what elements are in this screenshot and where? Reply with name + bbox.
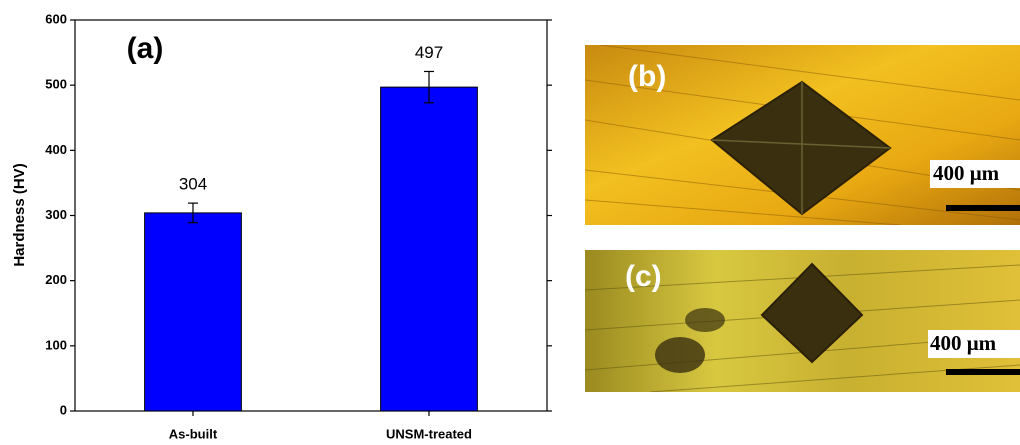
y-tick-label: 100: [45, 337, 67, 352]
error-bar: [188, 202, 198, 224]
scale-bar-label: 400 μm: [930, 331, 997, 355]
x-tick-label: As-built: [169, 426, 218, 441]
y-tick-label: 300: [45, 207, 67, 222]
bar: [144, 212, 242, 412]
y-tick-label: 200: [45, 272, 67, 287]
y-tick-label: 600: [45, 11, 67, 26]
error-bar: [424, 70, 434, 104]
panel-label: (a): [127, 32, 164, 65]
micrograph-b: [585, 45, 1020, 225]
bar: [380, 86, 478, 412]
micrograph-c: [585, 250, 1020, 392]
scale-bar-label: 400 μm: [933, 161, 1000, 185]
y-tick-label: 500: [45, 77, 67, 92]
value-label: 497: [415, 43, 443, 62]
y-tick-label: 0: [60, 402, 67, 417]
panel-label: (c): [625, 260, 662, 293]
y-tick-label: 400: [45, 142, 67, 157]
y-axis-label: Hardness (HV): [11, 163, 28, 266]
panel-label: (b): [628, 60, 666, 93]
value-label: 304: [179, 175, 207, 194]
x-tick-label: UNSM-treated: [386, 426, 472, 441]
